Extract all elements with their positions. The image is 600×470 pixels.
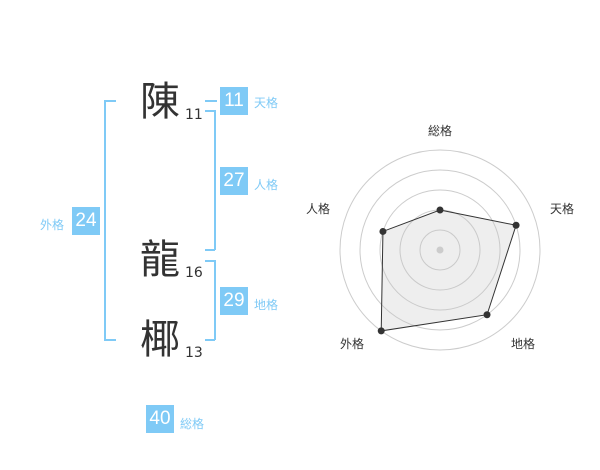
radar-point bbox=[377, 327, 385, 335]
stroke-count-1: 11 bbox=[185, 107, 203, 123]
stroke-count-3: 13 bbox=[185, 345, 203, 361]
gaikaku-label: 外格 bbox=[40, 218, 65, 232]
radar-axis-label: 天格 bbox=[549, 202, 574, 216]
radar-area bbox=[380, 209, 517, 332]
name-char-1: 陳 bbox=[140, 79, 180, 125]
radar-point bbox=[483, 311, 491, 319]
gaikaku-bracket bbox=[104, 100, 106, 340]
radar-ring bbox=[419, 229, 461, 271]
jinkaku-bracket bbox=[214, 110, 216, 250]
jinkaku-label: 人格 bbox=[254, 178, 279, 192]
name-char-2: 龍 bbox=[140, 237, 180, 283]
radar-ring bbox=[359, 169, 521, 331]
tenkaku-value: 11 bbox=[220, 87, 248, 115]
radar-point bbox=[436, 206, 444, 214]
tenkaku-connector bbox=[205, 100, 217, 102]
radar-axis-label: 総格 bbox=[427, 124, 452, 138]
stroke-count-2: 16 bbox=[185, 265, 203, 281]
radar-axis-label: 人格 bbox=[305, 202, 330, 216]
jinkaku-value: 27 bbox=[220, 167, 248, 195]
chikaku-bracket bbox=[214, 260, 216, 340]
radar-ring bbox=[339, 149, 541, 351]
soukaku-value: 40 bbox=[146, 405, 174, 433]
bracket-tab bbox=[205, 339, 215, 341]
gaikaku-value: 24 bbox=[72, 207, 100, 235]
tenkaku-label: 天格 bbox=[254, 96, 279, 110]
chikaku-value: 29 bbox=[220, 287, 248, 315]
radar-point bbox=[512, 221, 520, 229]
bracket-tab bbox=[205, 260, 215, 262]
bracket-tab bbox=[205, 110, 215, 112]
bracket-tab bbox=[104, 100, 116, 102]
bracket-tab bbox=[205, 249, 215, 251]
bracket-tab bbox=[104, 339, 116, 341]
radar-axis-label: 地格 bbox=[510, 337, 535, 351]
radar-ring bbox=[379, 189, 501, 311]
radar-center bbox=[436, 246, 444, 254]
soukaku-label: 総格 bbox=[180, 417, 205, 431]
radar-point bbox=[379, 227, 387, 235]
name-char-3: 椰 bbox=[140, 317, 180, 363]
chikaku-label: 地格 bbox=[254, 298, 279, 312]
radar-axis-label: 外格 bbox=[339, 337, 364, 351]
